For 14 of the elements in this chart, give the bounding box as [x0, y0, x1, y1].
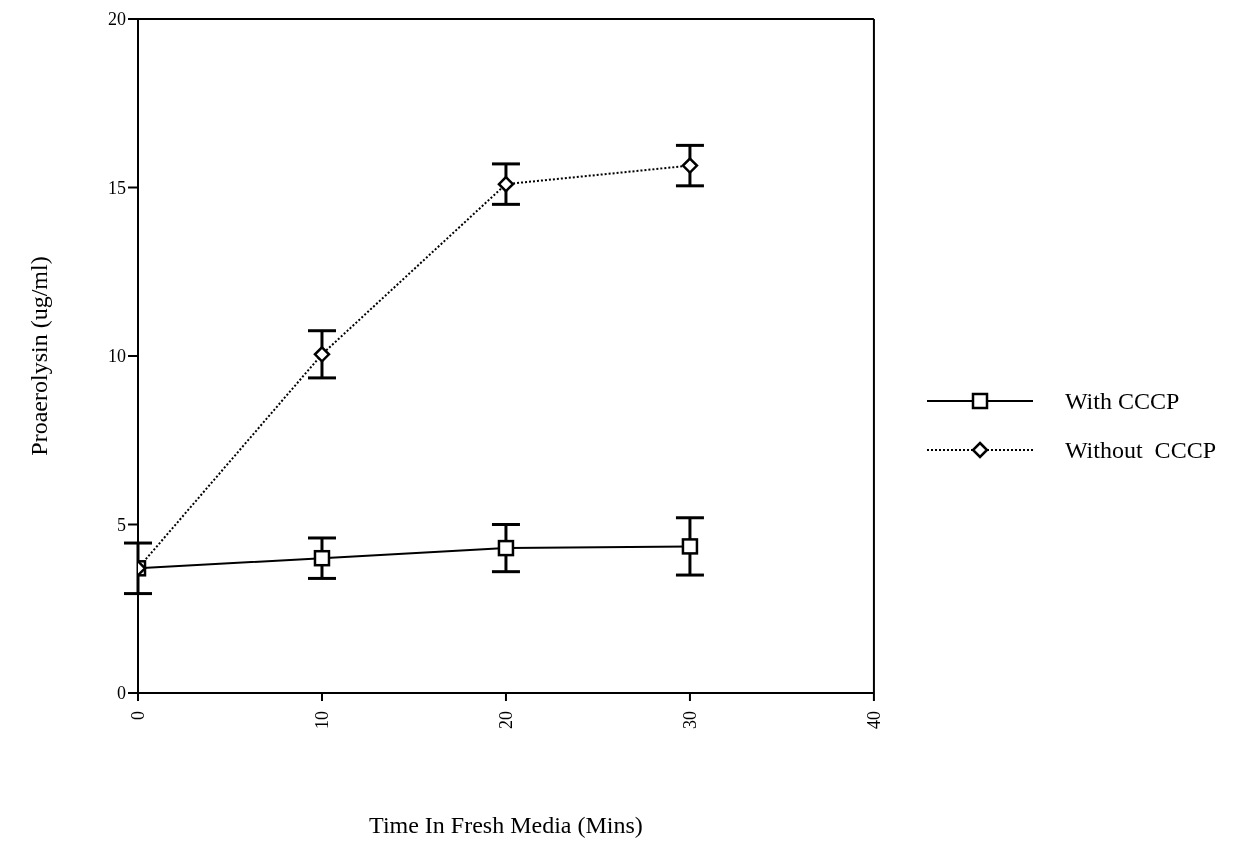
legend-label: With CCCP — [1064, 387, 1180, 415]
x-tick-label: 40 — [863, 711, 884, 729]
y-tick-label: 20 — [108, 9, 126, 30]
x-tick-label: 0 — [128, 711, 148, 720]
x-tick-label: 20 — [495, 711, 516, 729]
y-axis-title: Proaerolysin (ug/ml) — [25, 256, 52, 456]
legend-label: Without CCCP — [1064, 436, 1216, 464]
y-tick-label: 15 — [108, 177, 126, 198]
y-tick-label: 5 — [117, 514, 126, 535]
x-tick-label: 10 — [311, 711, 332, 729]
y-tick-label: 0 — [117, 683, 126, 704]
y-tick-label: 10 — [108, 346, 126, 367]
x-axis-title: Time In Fresh Media (Mins) — [369, 812, 643, 838]
x-tick-label: 30 — [679, 711, 700, 729]
